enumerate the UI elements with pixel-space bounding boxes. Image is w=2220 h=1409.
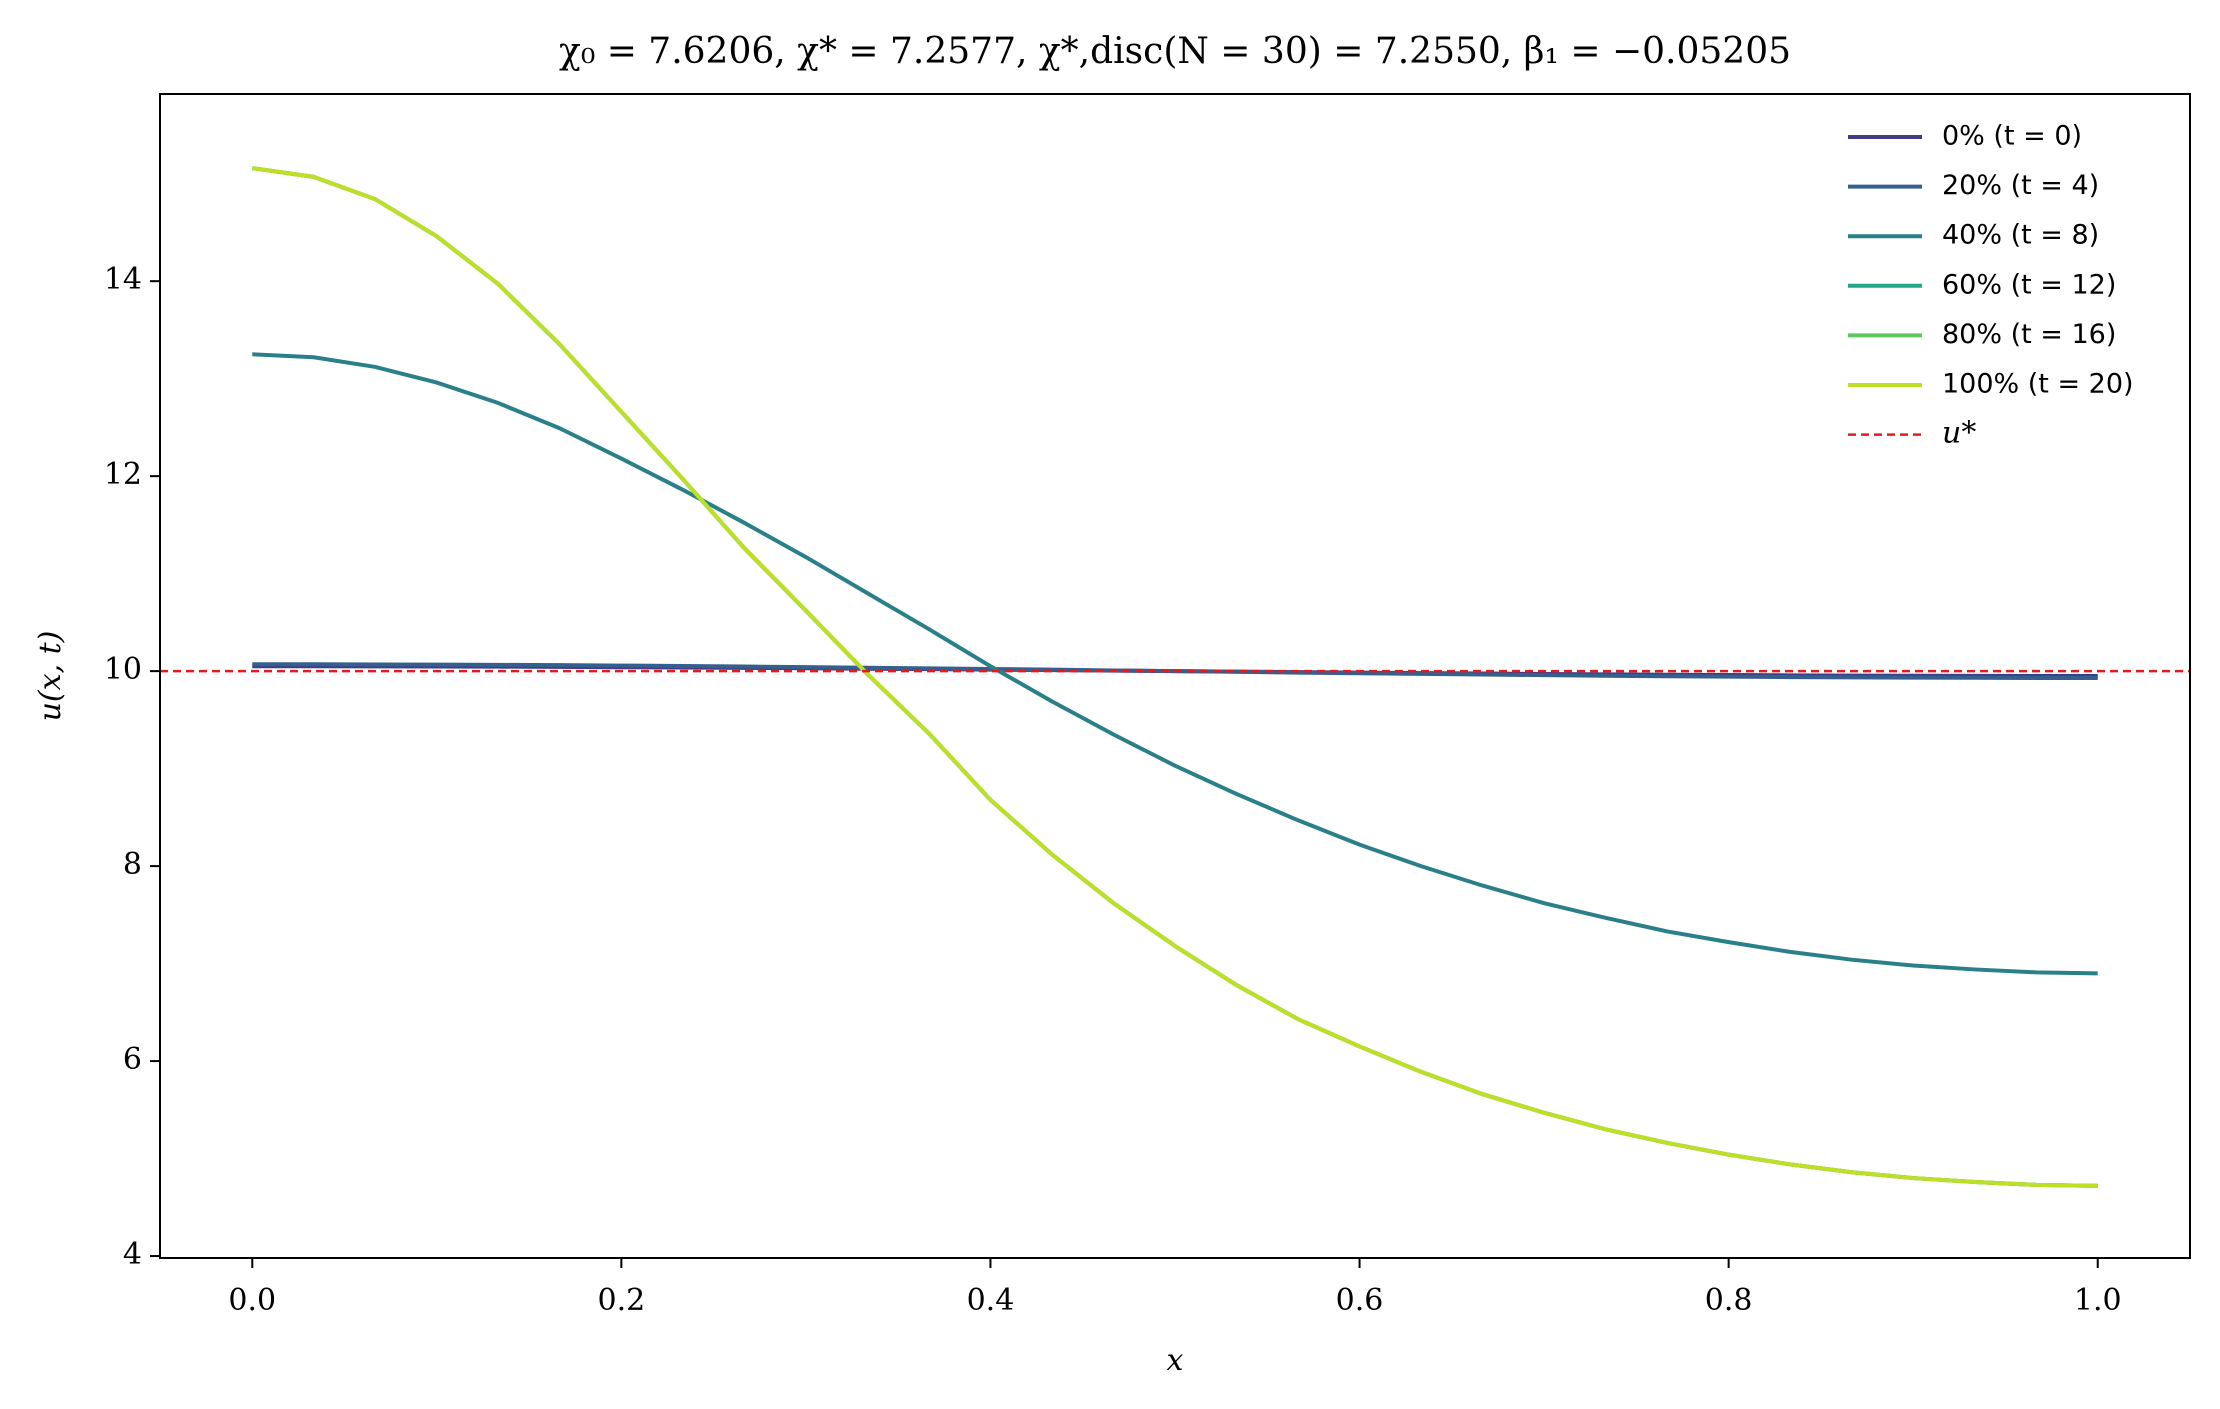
legend-label: 100% (t = 20) [1942, 369, 2134, 400]
y-tick-label: 14 [104, 262, 142, 297]
legend-label: u* [1942, 416, 1976, 451]
x-tick-label: 0.4 [967, 1283, 1015, 1318]
chart-title: χ₀ = 7.6206, χ* = 7.2577, χ*,disc(N = 30… [559, 31, 1791, 72]
legend-label: 80% (t = 16) [1942, 319, 2116, 350]
y-tick-label: 12 [104, 457, 142, 492]
x-tick-label: 0.8 [1705, 1283, 1753, 1318]
legend-label: 0% (t = 0) [1942, 121, 2082, 152]
x-tick-label: 0.6 [1336, 1283, 1384, 1318]
y-tick-label: 6 [123, 1042, 142, 1077]
legend-label: 60% (t = 12) [1942, 269, 2116, 300]
series-line [252, 352, 2098, 976]
y-tick-label: 8 [123, 847, 142, 882]
y-axis-label: u(x, t) [33, 631, 68, 722]
series-line [251, 166, 2098, 1188]
x-tick-label: 1.0 [2074, 1283, 2122, 1318]
x-axis-label: x [1167, 1343, 1184, 1378]
x-tick-label: 0.0 [228, 1283, 276, 1318]
y-tick-label: 10 [104, 652, 142, 687]
legend-label: 40% (t = 8) [1942, 220, 2099, 251]
legend-label: 20% (t = 4) [1942, 170, 2099, 201]
plot-frame [159, 93, 2191, 1259]
x-tick-label: 0.2 [598, 1283, 646, 1318]
y-tick-label: 4 [123, 1237, 142, 1272]
